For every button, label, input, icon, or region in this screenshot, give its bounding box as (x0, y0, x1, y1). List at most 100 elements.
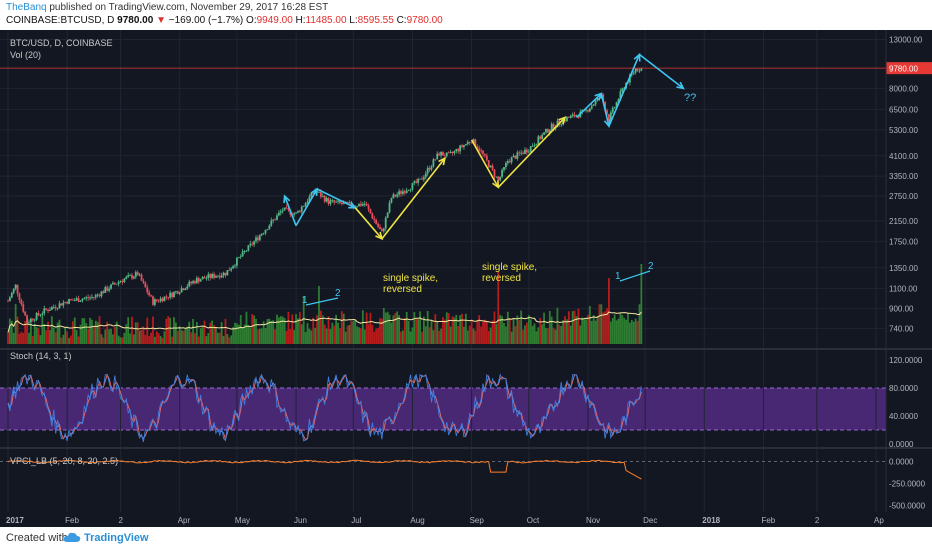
candle-body (75, 298, 78, 301)
candle-body (64, 301, 67, 303)
candle-body (253, 241, 255, 245)
volume-bar (634, 318, 637, 344)
candle-body (268, 225, 271, 230)
volume-bar (211, 320, 214, 344)
cyan-arrow-forecast-head (676, 81, 685, 90)
candle-body (209, 274, 212, 278)
volume-bar (281, 316, 284, 344)
time-tick-label: Apr (178, 516, 191, 525)
volume-bar (241, 328, 244, 344)
candle-body (155, 299, 158, 301)
candle-body (199, 279, 202, 282)
volume-bar (209, 322, 212, 344)
candle-body (464, 143, 467, 146)
candle-body (140, 274, 143, 281)
volume-bar (361, 310, 364, 344)
candle-body (485, 155, 488, 161)
candle-body (138, 274, 141, 276)
candle-body (499, 176, 502, 181)
candle-body (115, 283, 118, 285)
candle-body (92, 297, 95, 298)
candle-body (478, 148, 481, 151)
candle-body (430, 166, 433, 170)
candle-body (20, 300, 23, 305)
volume-annotation-line (305, 297, 339, 306)
volume-bar (192, 318, 194, 344)
candle-body (110, 284, 112, 289)
volume-bar (106, 321, 109, 344)
author-link[interactable]: TheBanq (6, 2, 47, 13)
candle-body (66, 301, 69, 304)
volume-bar (447, 313, 450, 344)
candle-body (518, 152, 521, 154)
volume-bar (581, 317, 584, 344)
volume-bar (174, 322, 177, 344)
candle-body (18, 293, 21, 301)
volume-bar (451, 316, 454, 344)
volume-bar (213, 325, 215, 344)
volume-bar (400, 331, 402, 344)
volume-bar (493, 311, 496, 344)
candle-body (594, 100, 597, 105)
volume-bar (442, 317, 444, 344)
cyan-arrow-nov-down (600, 93, 610, 127)
candle-body (152, 296, 154, 305)
candle-body (617, 99, 620, 103)
volume-bar (501, 316, 503, 344)
volume-bar (262, 321, 265, 344)
candle-body (54, 307, 57, 309)
time-tick-label: Jun (294, 516, 307, 525)
volume-bar (293, 329, 296, 344)
vpci-line (0, 459, 886, 480)
volume-bars (7, 264, 643, 344)
candle-body (407, 190, 410, 192)
candle-body (484, 154, 486, 156)
volume-bar (9, 318, 11, 344)
candle-body (543, 132, 545, 135)
candle-body (541, 134, 544, 139)
volume-bar (176, 330, 179, 344)
volume-bar (535, 331, 538, 344)
volume-bar (508, 317, 511, 344)
candle-body (100, 291, 103, 297)
candle-body (590, 105, 593, 109)
volume-bar (199, 328, 202, 344)
candle-body (394, 194, 397, 197)
volume-bar (304, 331, 307, 344)
time-tick-label: Dec (643, 516, 657, 525)
volume-bar (255, 318, 257, 344)
candle-body (91, 297, 93, 298)
candle-body (615, 102, 618, 108)
time-tick-label: 2018 (702, 516, 720, 525)
candle-body (533, 145, 536, 147)
volume-bar (594, 320, 597, 344)
candle-body (527, 151, 530, 153)
volume-bar (590, 321, 593, 344)
tradingview-brand-link[interactable]: TradingView (84, 532, 149, 544)
volume-bar (546, 328, 549, 344)
chart-canvas[interactable]: 13000.00 9780.00 8000.00 6500.00 5300.00 4100… (0, 30, 932, 527)
volume-bar (10, 320, 13, 344)
candle-body (325, 197, 328, 202)
candle-body (491, 165, 494, 170)
volume-bar (363, 329, 366, 344)
volume-bar (585, 319, 587, 344)
candle-body (506, 161, 509, 164)
volume-bar (129, 333, 131, 344)
volume-bar (468, 325, 471, 344)
volume-bar (348, 325, 351, 344)
volume-bar (247, 325, 250, 344)
candle-body (375, 220, 378, 224)
volume-bar (388, 314, 391, 344)
volume-bar (153, 336, 156, 344)
candle-body (239, 256, 242, 258)
candle-body (176, 291, 179, 294)
candle-body (85, 297, 88, 299)
publish-info: published on TradingView.com, November 2… (49, 2, 329, 13)
volume-bar (28, 332, 30, 344)
candle-body (31, 318, 34, 321)
vpci-tick-label: -500.0000 (889, 502, 926, 511)
candle-body (70, 299, 72, 300)
candle-body (497, 176, 500, 181)
volume-bar (283, 317, 286, 344)
